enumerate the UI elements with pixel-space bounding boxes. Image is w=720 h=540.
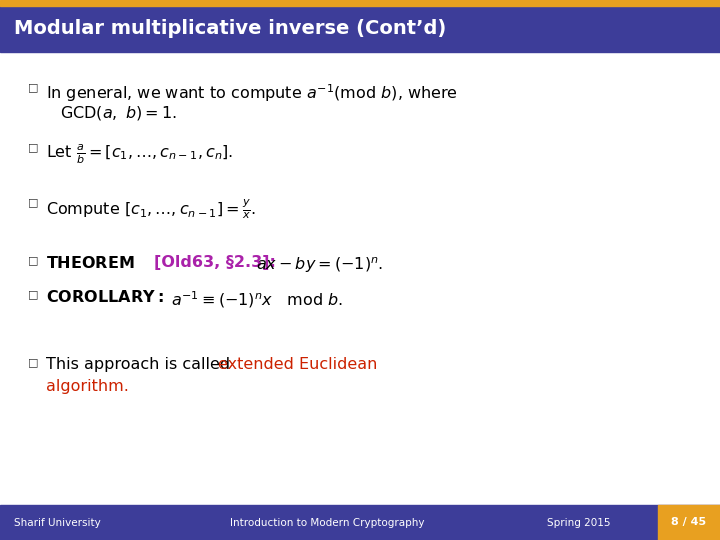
Text: Sharif University: Sharif University: [14, 517, 101, 528]
Text: □: □: [28, 82, 38, 92]
Text: □: □: [28, 142, 38, 152]
Text: In general, we want to compute $a^{-1}(\mathrm{mod}\ b)$, where: In general, we want to compute $a^{-1}(\…: [46, 82, 458, 104]
Text: Let $\frac{a}{b} = [c_1, \ldots, c_{n-1}, c_n].$: Let $\frac{a}{b} = [c_1, \ldots, c_{n-1}…: [46, 142, 233, 166]
Bar: [0, 0, 720, 6]
Text: Spring 2015: Spring 2015: [547, 517, 611, 528]
Text: □: □: [28, 289, 38, 299]
Text: 8 / 45: 8 / 45: [672, 517, 706, 528]
Text: □: □: [28, 255, 38, 265]
Text: extended Euclidean: extended Euclidean: [218, 357, 377, 372]
Text: $a^{-1} \equiv (-1)^n x \quad \mathrm{mod}\ b.$: $a^{-1} \equiv (-1)^n x \quad \mathrm{mo…: [171, 289, 343, 310]
Text: [Old63, §2.3]:: [Old63, §2.3]:: [154, 255, 276, 270]
Text: Modular multiplicative inverse (Cont’d): Modular multiplicative inverse (Cont’d): [14, 19, 446, 38]
Bar: [0, 505, 720, 540]
Text: algorithm.: algorithm.: [46, 379, 129, 394]
Text: This approach is called: This approach is called: [46, 357, 235, 372]
Text: □: □: [28, 357, 38, 367]
Text: $\mathbf{THEOREM}$: $\mathbf{THEOREM}$: [46, 255, 135, 271]
Bar: [0, 6, 720, 52]
Text: $\mathbf{COROLLARY:}$: $\mathbf{COROLLARY:}$: [46, 289, 163, 305]
Text: $\mathrm{GCD}(a,\ b) = 1.$: $\mathrm{GCD}(a,\ b) = 1.$: [60, 104, 177, 122]
Text: Compute $[c_1, \ldots, c_{n-1}] = \frac{y}{x}.$: Compute $[c_1, \ldots, c_{n-1}] = \frac{…: [46, 197, 256, 221]
Text: Introduction to Modern Cryptography: Introduction to Modern Cryptography: [230, 517, 425, 528]
Text: □: □: [28, 197, 38, 207]
Text: $ax - by = (-1)^n.$: $ax - by = (-1)^n.$: [256, 255, 383, 275]
Bar: [658, 505, 720, 540]
